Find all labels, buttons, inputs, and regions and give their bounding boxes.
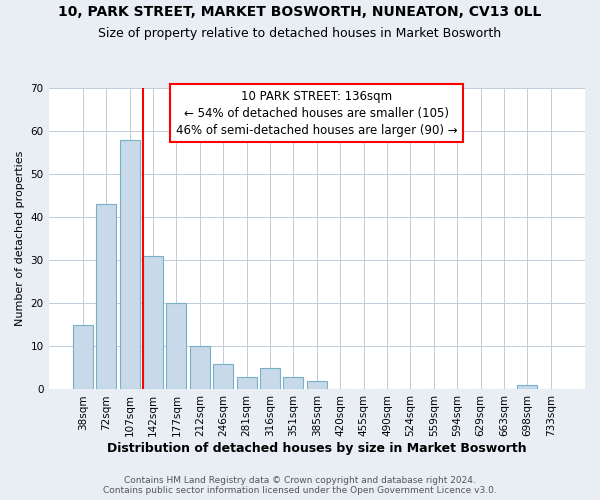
Bar bbox=[213, 364, 233, 390]
Bar bbox=[307, 381, 327, 390]
Y-axis label: Number of detached properties: Number of detached properties bbox=[15, 151, 25, 326]
Bar bbox=[166, 304, 187, 390]
Text: Contains HM Land Registry data © Crown copyright and database right 2024.
Contai: Contains HM Land Registry data © Crown c… bbox=[103, 476, 497, 495]
Bar bbox=[236, 376, 257, 390]
Bar bbox=[283, 376, 304, 390]
Text: Size of property relative to detached houses in Market Bosworth: Size of property relative to detached ho… bbox=[98, 28, 502, 40]
Bar bbox=[190, 346, 210, 390]
X-axis label: Distribution of detached houses by size in Market Bosworth: Distribution of detached houses by size … bbox=[107, 442, 527, 455]
Text: 10 PARK STREET: 136sqm
← 54% of detached houses are smaller (105)
46% of semi-de: 10 PARK STREET: 136sqm ← 54% of detached… bbox=[176, 90, 458, 136]
Bar bbox=[73, 325, 93, 390]
Bar bbox=[517, 385, 537, 390]
Bar bbox=[120, 140, 140, 390]
Bar bbox=[143, 256, 163, 390]
Bar bbox=[97, 204, 116, 390]
Text: 10, PARK STREET, MARKET BOSWORTH, NUNEATON, CV13 0LL: 10, PARK STREET, MARKET BOSWORTH, NUNEAT… bbox=[58, 5, 542, 19]
Bar bbox=[260, 368, 280, 390]
